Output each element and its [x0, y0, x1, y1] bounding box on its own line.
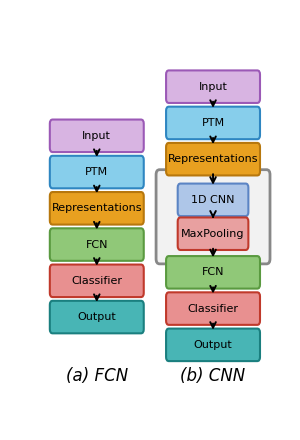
FancyBboxPatch shape: [166, 256, 260, 289]
FancyBboxPatch shape: [166, 70, 260, 103]
FancyBboxPatch shape: [50, 228, 144, 261]
FancyBboxPatch shape: [156, 170, 270, 264]
Text: FCN: FCN: [85, 239, 108, 249]
Text: Input: Input: [82, 131, 111, 141]
FancyBboxPatch shape: [50, 264, 144, 297]
Text: PTM: PTM: [202, 118, 225, 128]
Text: Representations: Representations: [52, 203, 142, 213]
FancyBboxPatch shape: [50, 301, 144, 334]
Text: FCN: FCN: [202, 268, 224, 277]
Text: MaxPooling: MaxPooling: [181, 229, 245, 239]
Text: Classifier: Classifier: [71, 276, 122, 286]
Text: (a) FCN: (a) FCN: [66, 367, 128, 385]
Text: (b) CNN: (b) CNN: [181, 367, 246, 385]
FancyBboxPatch shape: [50, 120, 144, 152]
FancyBboxPatch shape: [166, 292, 260, 325]
Text: Output: Output: [77, 312, 116, 322]
FancyBboxPatch shape: [50, 156, 144, 188]
FancyBboxPatch shape: [166, 329, 260, 361]
FancyBboxPatch shape: [166, 106, 260, 139]
Text: 1D CNN: 1D CNN: [191, 195, 235, 205]
Text: PTM: PTM: [85, 167, 108, 177]
FancyBboxPatch shape: [166, 143, 260, 176]
FancyBboxPatch shape: [178, 217, 248, 250]
Text: Input: Input: [199, 82, 227, 92]
Text: Classifier: Classifier: [188, 304, 238, 314]
FancyBboxPatch shape: [50, 192, 144, 224]
Text: Representations: Representations: [168, 154, 258, 164]
Text: Output: Output: [194, 340, 232, 350]
FancyBboxPatch shape: [178, 183, 248, 216]
